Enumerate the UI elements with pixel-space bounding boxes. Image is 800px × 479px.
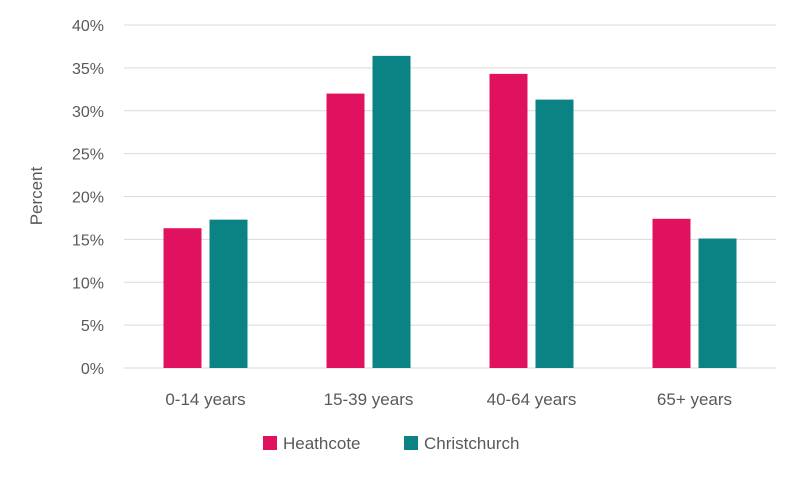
x-axis-labels: 0-14 years 15-39 years 40-64 years 65+ year… <box>165 390 732 409</box>
bar-christchurch-2 <box>535 99 574 368</box>
y-axis-title: Percent <box>27 166 46 225</box>
legend-swatch-heathcote <box>263 436 277 450</box>
y-tick-label: 25% <box>72 147 104 164</box>
y-tick-label: 30% <box>72 104 104 121</box>
bar-heathcote-2 <box>489 73 528 368</box>
legend-swatch-christchurch <box>404 436 418 450</box>
bar-heathcote-3 <box>652 218 691 368</box>
y-tick-label: 15% <box>72 232 104 249</box>
y-tick-label: 35% <box>72 61 104 78</box>
bar-heathcote-1 <box>326 93 365 368</box>
legend-label-heathcote: Heathcote <box>283 434 361 453</box>
bar-christchurch-3 <box>698 238 737 368</box>
y-tick-label: 10% <box>72 275 104 292</box>
legend: Heathcote Christchurch <box>263 434 519 453</box>
y-axis-ticks: 0% 5% 10% 15% 20% 25% 30% 35% 40% <box>72 18 104 378</box>
x-tick-label: 15-39 years <box>324 390 414 409</box>
y-tick-label: 0% <box>81 361 104 378</box>
bar-christchurch-1 <box>372 55 411 369</box>
y-tick-label: 40% <box>72 18 104 35</box>
x-tick-label: 0-14 years <box>165 390 245 409</box>
x-tick-label: 65+ years <box>657 390 732 409</box>
bars <box>163 55 737 369</box>
bar-christchurch-0 <box>209 219 248 368</box>
y-tick-label: 20% <box>72 190 104 207</box>
legend-label-christchurch: Christchurch <box>424 434 519 453</box>
x-tick-label: 40-64 years <box>487 390 577 409</box>
y-tick-label: 5% <box>81 318 104 335</box>
bar-heathcote-0 <box>163 228 202 368</box>
